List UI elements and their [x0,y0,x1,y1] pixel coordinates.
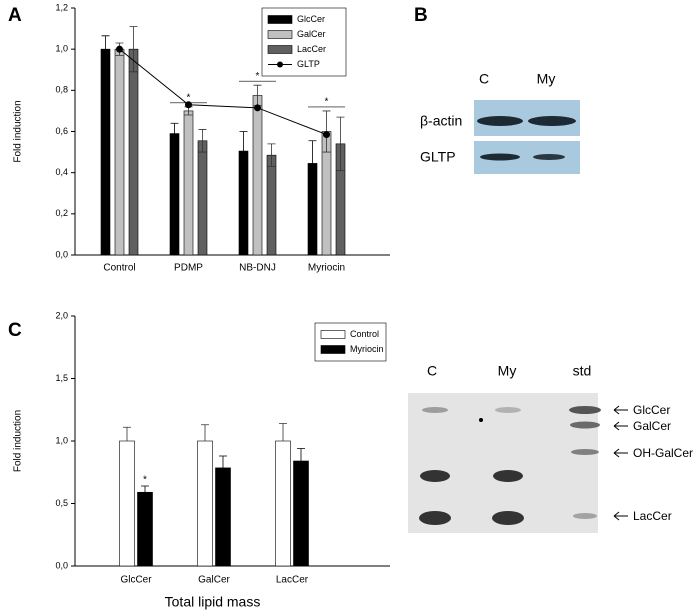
bar [128,48,139,256]
legend-label: GalCer [297,29,326,39]
panel-letter: B [414,5,428,26]
bar [197,440,213,567]
error-bar [239,131,248,172]
y-tick-label: 0,2 [55,208,68,218]
bar [119,440,135,567]
tlc-bands [419,406,601,525]
y-tick-label: 0,8 [55,85,68,95]
x-tick-label: GalCer [198,575,230,586]
y-axis-label: Fold induction [13,100,24,162]
bar [293,460,309,567]
error-bar [201,424,209,441]
blot-band [533,154,565,160]
x-tick-label: NB-DNJ [239,263,276,274]
x-axis-label: Total lipid mass [165,594,261,610]
tlc-plate [408,393,598,533]
y-tick-label: 0,0 [55,560,68,570]
legend-label: GLTP [297,59,320,69]
x-tick-label: GlcCer [120,575,152,586]
band-label: GalCer [633,419,671,433]
blot-band [477,116,523,126]
panel-letter: C [8,320,22,341]
bar [169,133,180,256]
error-bar [219,455,227,468]
y-tick-label: 1,0 [55,435,68,445]
legend-swatch [267,45,293,54]
error-bar [170,122,179,145]
bar [275,440,291,567]
legend-label: Myriocin [350,344,384,354]
bar [215,467,231,567]
line [119,48,327,136]
error-bar [308,140,317,187]
bar [197,140,208,256]
lane-label: C [479,71,489,87]
error-bar [123,426,131,441]
lane-label: My [537,71,556,87]
bar [183,110,194,256]
legend-swatch [320,345,346,354]
point [254,104,261,112]
legend-label: Control [350,329,379,339]
row-label: β-actin [420,113,462,129]
error-bar [279,423,287,441]
error-bar [141,485,149,493]
band-label: LacCer [633,509,672,523]
legend-box [314,322,387,362]
x-tick-label: Control [103,263,135,274]
legend-swatch [320,330,346,339]
point [323,131,330,139]
legend-swatch [277,61,283,68]
legend-label: LacCer [297,44,326,54]
blot-band [528,116,576,126]
lane-label: C [427,363,437,379]
y-tick-label: 0,5 [55,498,68,508]
x-tick-label: PDMP [174,263,203,274]
y-axis-label: Fold induction [13,410,24,472]
legend-swatch [267,30,293,39]
tlc-arrows [613,405,628,521]
row-label: GLTP [420,149,456,165]
bar [266,154,277,256]
significance: * [143,475,147,486]
significance: * [256,71,260,82]
blot-band [480,153,520,161]
band-label: GlcCer [633,403,670,417]
error-bar [198,129,207,153]
y-tick-label: 1,2 [55,2,68,12]
lane-label: std [573,363,592,379]
y-tick-label: 1,5 [55,373,68,383]
y-tick-label: 0,0 [55,249,68,259]
error-bar [101,35,110,63]
significance: * [325,97,329,108]
band-label: OH-GalCer [633,446,693,460]
bar [137,491,153,567]
legend-swatch [267,15,293,24]
x-tick-label: LacCer [276,575,309,586]
lane-label: My [498,363,517,379]
bar [114,48,125,256]
y-tick-label: 2,0 [55,310,68,320]
y-tick-label: 1,0 [55,44,68,54]
panel-letter: A [8,5,22,26]
y-tick-label: 0,4 [55,167,68,177]
bar [252,95,263,256]
legend-label: GlcCer [297,14,325,24]
error-bar [267,143,276,167]
bar [100,48,111,256]
y-tick-label: 0,6 [55,126,68,136]
error-bar [336,116,345,172]
x-tick-label: Myriocin [308,263,345,274]
point [116,45,123,53]
significance: * [187,92,191,103]
error-bar [297,448,305,461]
error-bar [129,26,138,73]
